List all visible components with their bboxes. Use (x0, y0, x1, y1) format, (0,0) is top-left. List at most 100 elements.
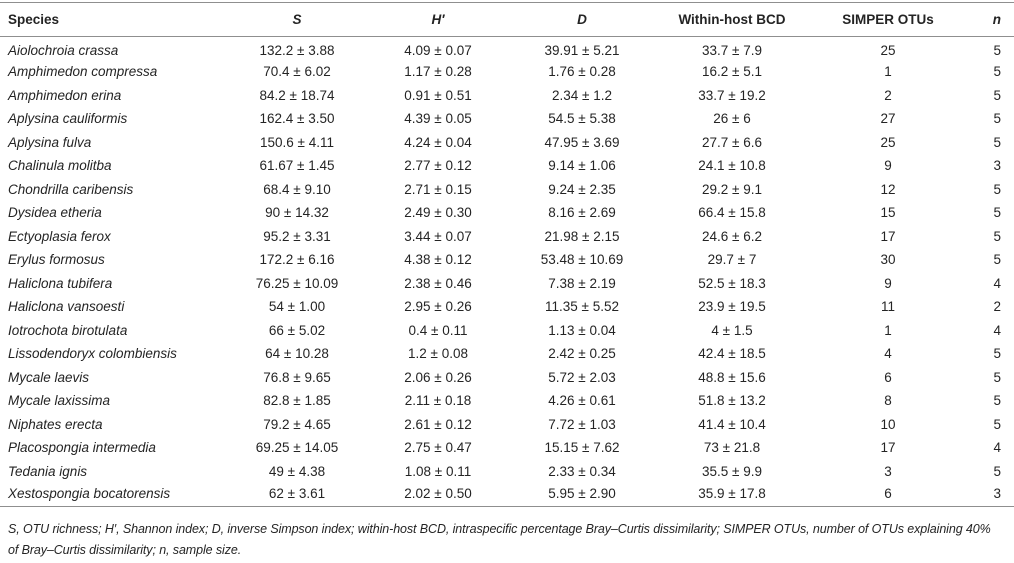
cell-s: 49 ± 4.38 (268, 463, 326, 479)
table-row: Tedania ignis 49 ± 4.38 1.08 ± 0.11 2.33 ± … (0, 460, 1014, 484)
cell-n: 5 (993, 87, 1001, 103)
cell-species: Mycale laxissima (8, 393, 111, 409)
cell-species: Aplysina fulva (8, 134, 92, 150)
cell-simper: 1 (884, 322, 892, 338)
cell-species: Lissodendoryx colombiensis (8, 346, 177, 362)
cell-d: 54.5 ± 5.38 (548, 111, 616, 127)
cell-d: 2.34 ± 1.2 (552, 87, 612, 103)
cell-bcd: 27.7 ± 6.6 (702, 134, 762, 150)
cell-h: 2.95 ± 0.26 (404, 299, 472, 315)
cell-h: 2.02 ± 0.50 (366, 483, 510, 507)
table-row: Ectyoplasia ferox 95.2 ± 3.31 3.44 ± 0.07 2… (0, 225, 1014, 249)
cell-n: 5 (993, 252, 1001, 268)
cell-h: 1.2 ± 0.08 (408, 346, 468, 362)
cell-n: 5 (993, 181, 1001, 197)
cell-species: Erylus formosus (8, 252, 105, 268)
cell-d: 1.76 ± 0.28 (548, 64, 616, 80)
cell-s: 76.8 ± 9.65 (263, 369, 331, 385)
table-row: Chalinula molitba 61.67 ± 1.45 2.77 ± 0.12… (0, 154, 1014, 178)
cell-simper: 17 (880, 440, 896, 456)
cell-simper: 12 (880, 181, 896, 197)
cell-n: 5 (993, 205, 1001, 221)
table-footnote: S, OTU richness; H′, Shannon index; D, i… (8, 522, 991, 557)
cell-n: 4 (993, 440, 1001, 456)
cell-simper: 1 (884, 64, 892, 80)
cell-s: 150.6 ± 4.11 (260, 134, 334, 150)
cell-d: 39.91 ± 5.21 (544, 43, 620, 58)
cell-n: 5 (993, 134, 1001, 150)
cell-bcd: 29.2 ± 9.1 (702, 181, 762, 197)
cell-species: Chalinula molitba (8, 158, 112, 174)
cell-s: 172.2 ± 6.16 (259, 252, 335, 268)
cell-h: 4.39 ± 0.05 (404, 111, 472, 127)
cell-d: 4.26 ± 0.61 (548, 393, 616, 409)
cell-s: 82.8 ± 1.85 (263, 393, 331, 409)
cell-bcd: 41.4 ± 10.4 (698, 416, 766, 432)
cell-n: 4 (993, 275, 1001, 291)
cell-n: 5 (993, 64, 1001, 80)
cell-species: Tedania ignis (8, 463, 88, 479)
cell-d: 8.16 ± 2.69 (548, 205, 616, 221)
cell-bcd: 26 ± 6 (713, 111, 751, 127)
cell-species: Amphimedon erina (8, 87, 122, 103)
cell-s: 68.4 ± 9.10 (263, 181, 331, 197)
cell-bcd: 52.5 ± 18.3 (698, 275, 766, 291)
table-row: Xestospongia bocatorensis 62 ± 3.61 2.02 ±… (0, 483, 1014, 507)
table-row: Placospongia intermedia 69.25 ± 14.05 2.75… (0, 436, 1014, 460)
cell-d: 7.72 ± 1.03 (548, 416, 616, 432)
cell-d: 9.24 ± 2.35 (548, 181, 616, 197)
table-row: Niphates erecta 79.2 ± 4.65 2.61 ± 0.12 7.7… (0, 413, 1014, 437)
cell-s: 61.67 ± 1.45 (259, 158, 335, 174)
cell-d: 2.42 ± 0.25 (548, 346, 616, 362)
table-row: Dysidea etheria 90 ± 14.32 2.49 ± 0.30 8.16… (0, 201, 1014, 225)
cell-s: 76.25 ± 10.09 (255, 275, 339, 291)
cell-s: 79.2 ± 4.65 (263, 416, 331, 432)
cell-simper: 15 (880, 205, 896, 221)
species-diversity-table: Species S H′ D Within-host BCD SIMPER OTUs n A… (0, 2, 1014, 507)
cell-s: 90 ± 14.32 (265, 205, 329, 221)
cell-species: Aplysina cauliformis (8, 111, 128, 127)
cell-simper: 8 (884, 393, 892, 409)
cell-simper: 6 (884, 369, 892, 385)
cell-bcd: 66.4 ± 15.8 (698, 205, 766, 221)
table-row: Mycale laxissima 82.8 ± 1.85 2.11 ± 0.18 4.… (0, 389, 1014, 413)
cell-s: 69.25 ± 14.05 (255, 440, 339, 456)
cell-s: 66 ± 5.02 (268, 322, 326, 338)
cell-h: 0.4 ± 0.11 (408, 322, 468, 338)
cell-bcd: 35.5 ± 9.9 (702, 463, 762, 479)
cell-h: 1.17 ± 0.28 (404, 64, 472, 80)
cell-h: 3.44 ± 0.07 (404, 228, 472, 244)
table-row: Haliclona tubifera 76.25 ± 10.09 2.38 ± 0.… (0, 272, 1014, 296)
table-row: Haliclona vansoesti 54 ± 1.00 2.95 ± 0.26 1… (0, 295, 1014, 319)
cell-h: 2.11 ± 0.18 (404, 393, 472, 409)
cell-d: 47.95 ± 3.69 (544, 134, 620, 150)
cell-n: 5 (993, 43, 1001, 58)
cell-simper: 2 (884, 87, 892, 103)
cell-bcd: 23.9 ± 19.5 (698, 299, 766, 315)
cell-d: 5.72 ± 2.03 (548, 369, 616, 385)
cell-n: 5 (993, 463, 1001, 479)
cell-s: 162.4 ± 3.50 (259, 111, 335, 127)
table-row: Erylus formosus 172.2 ± 6.16 4.38 ± 0.12 53… (0, 248, 1014, 272)
cell-bcd: 33.7 ± 7.9 (702, 43, 762, 58)
cell-d: 7.38 ± 2.19 (548, 275, 616, 291)
cell-species: Amphimedon compressa (8, 64, 158, 80)
cell-species: Dysidea etheria (8, 205, 102, 221)
cell-bcd: 33.7 ± 19.2 (698, 87, 766, 103)
cell-species: Niphates erecta (8, 416, 103, 432)
cell-simper: 30 (880, 252, 896, 268)
cell-simper: 27 (880, 111, 896, 127)
cell-simper: 6 (810, 483, 966, 507)
table-row: Amphimedon compressa 70.4 ± 6.02 1.17 ± 0.… (0, 60, 1014, 84)
cell-h: 2.49 ± 0.30 (404, 205, 472, 221)
cell-n: 5 (993, 111, 1001, 127)
cell-bcd: 35.9 ± 17.8 (654, 483, 810, 507)
cell-n: 5 (993, 393, 1001, 409)
cell-d: 5.95 ± 2.90 (510, 483, 654, 507)
cell-h: 0.91 ± 0.51 (404, 87, 472, 103)
cell-bcd: 29.7 ± 7 (707, 252, 757, 268)
cell-simper: 9 (884, 158, 892, 174)
table-row: Chondrilla caribensis 68.4 ± 9.10 2.71 ± 0… (0, 178, 1014, 202)
cell-s: 64 ± 10.28 (265, 346, 329, 362)
